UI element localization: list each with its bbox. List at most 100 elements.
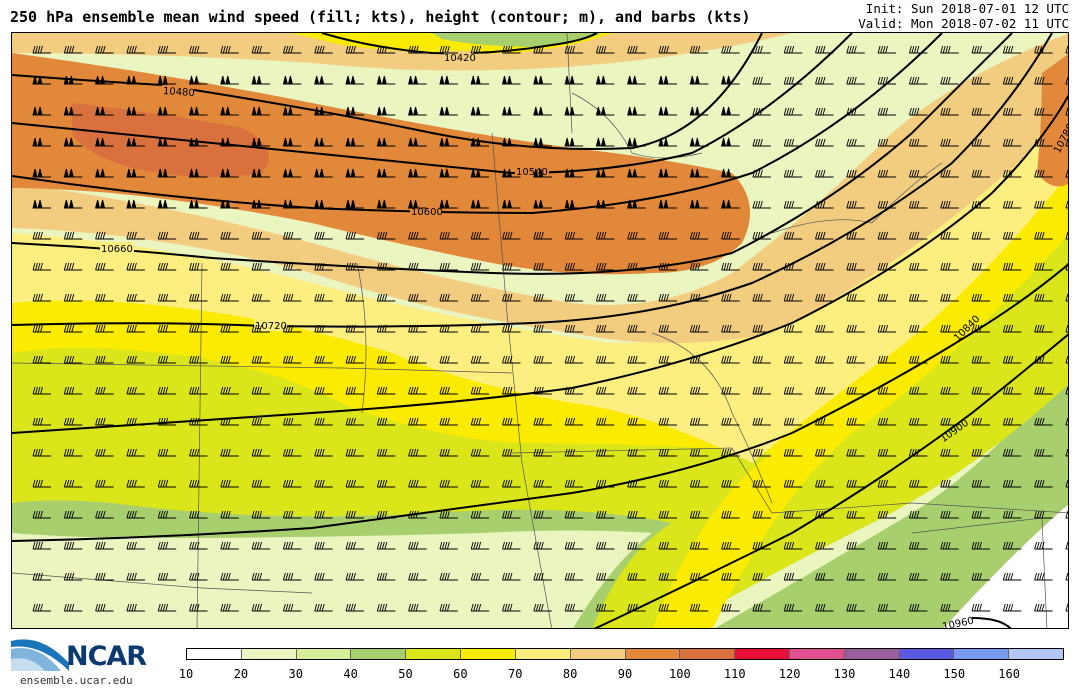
wind-barb (689, 137, 709, 147)
wind-barb (940, 386, 959, 395)
wind-barb (533, 603, 552, 612)
wind-barb (502, 510, 521, 519)
wind-barb (658, 137, 677, 147)
wind-barb (627, 106, 646, 116)
wind-barb (752, 355, 771, 364)
wind-barb (533, 137, 552, 147)
wind-barb (971, 138, 990, 147)
colorbar-tick-label: 140 (888, 667, 911, 681)
wind-barb (439, 199, 458, 209)
wind-barb (502, 45, 521, 54)
wind-barb (470, 572, 490, 581)
wind-barb (95, 479, 114, 488)
wind-barb (314, 386, 333, 395)
wind-barb (689, 262, 709, 271)
wind-barb (314, 262, 333, 271)
wind-barb (439, 106, 458, 116)
wind-barb (721, 106, 740, 116)
wind-barb (658, 510, 677, 519)
wind-barb (533, 106, 552, 116)
wind-barb (439, 137, 458, 147)
wind-barb (502, 386, 521, 395)
contour-label: 10600 (411, 207, 443, 218)
wind-barb (1065, 603, 1068, 612)
wind-barb (1065, 293, 1068, 302)
wind-barb (752, 293, 771, 302)
wind-barb (251, 75, 271, 85)
wind-barb (189, 386, 208, 395)
wind-barb (314, 355, 333, 364)
wind-barb (439, 386, 458, 395)
wind-barb (63, 324, 83, 333)
wind-barb (1065, 76, 1068, 85)
wind-barb (314, 324, 333, 333)
wind-barb (564, 262, 584, 271)
wind-barb (32, 417, 51, 426)
wind-barb (595, 510, 615, 519)
wind-barb (908, 293, 928, 302)
wind-barb (1065, 417, 1068, 426)
wind-barb (470, 168, 490, 178)
wind-barb (408, 417, 427, 426)
wind-barb (533, 168, 552, 178)
wind-barbs (32, 45, 1068, 612)
wind-barb (32, 324, 51, 333)
wind-barb (564, 386, 584, 395)
wind-barb (282, 75, 302, 85)
wind-barb (721, 417, 740, 426)
wind-barb (877, 107, 897, 116)
wind-barb (157, 75, 177, 85)
wind-barb (314, 510, 333, 519)
colorbar-swatch (789, 649, 845, 659)
wind-barb (1065, 510, 1068, 519)
wind-barb (940, 45, 959, 54)
wind-barb (1034, 293, 1053, 302)
wind-barb (877, 541, 897, 550)
wind-barb (251, 231, 271, 240)
wind-barb (220, 324, 239, 333)
wind-barb (502, 355, 521, 364)
wind-barb (251, 386, 271, 395)
wind-barb (220, 541, 239, 550)
wind-barb (846, 448, 865, 457)
wind-barb (627, 168, 646, 178)
wind-barb (815, 107, 834, 116)
wind-barb (251, 479, 271, 488)
wind-barb (595, 231, 615, 240)
wind-barb (95, 448, 114, 457)
wind-barb (345, 603, 364, 612)
wind-barb (345, 168, 364, 178)
wind-barb (126, 231, 145, 240)
wind-barb (376, 106, 396, 116)
wind-barb (533, 448, 552, 457)
wind-barb (157, 168, 177, 178)
wind-barb (282, 231, 302, 240)
wind-barb (877, 355, 897, 364)
wind-barb (376, 262, 396, 271)
wind-barb (595, 293, 615, 302)
wind-barb (1065, 231, 1068, 240)
colorbar-tick-label: 80 (562, 667, 578, 681)
wind-barb (940, 448, 959, 457)
wind-barb (783, 417, 803, 426)
wind-barb (345, 262, 364, 271)
wind-barb (345, 231, 364, 240)
wind-barb (846, 355, 865, 364)
wind-barb (940, 262, 959, 271)
wind-barb (877, 262, 897, 271)
wind-barb (501, 137, 521, 147)
wind-barb (564, 106, 584, 116)
wind-barb (439, 479, 458, 488)
wind-barb (783, 355, 803, 364)
wind-barb (1034, 200, 1053, 209)
wind-barb (251, 603, 271, 612)
wind-barb (1065, 200, 1068, 209)
wind-barb (721, 199, 740, 209)
wind-barb (376, 137, 396, 147)
wind-barb (126, 75, 145, 85)
contour-label: 10660 (101, 244, 133, 255)
wind-barb (908, 386, 928, 395)
colorbar-tick-label: 70 (508, 667, 523, 681)
wind-barb (783, 479, 803, 488)
wind-barb (63, 199, 83, 209)
